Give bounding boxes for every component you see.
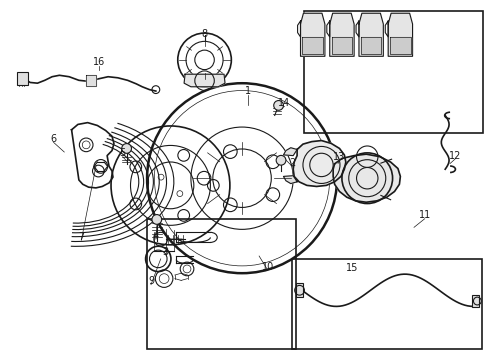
Text: 12: 12 [448, 150, 460, 161]
Polygon shape [183, 74, 224, 87]
Text: 10: 10 [261, 262, 273, 272]
Polygon shape [332, 154, 400, 202]
Text: 9: 9 [147, 276, 154, 286]
Text: 14: 14 [278, 98, 290, 108]
Polygon shape [360, 37, 381, 54]
Text: 2: 2 [288, 158, 295, 168]
Polygon shape [302, 37, 322, 54]
Polygon shape [358, 13, 383, 56]
Polygon shape [387, 13, 412, 56]
Circle shape [122, 144, 131, 153]
Text: 8: 8 [201, 29, 207, 39]
Circle shape [276, 156, 285, 165]
Circle shape [152, 215, 162, 224]
Polygon shape [86, 75, 96, 86]
Text: 16: 16 [93, 57, 105, 67]
Text: 7: 7 [78, 232, 84, 242]
Polygon shape [329, 13, 353, 56]
Bar [292, 259, 481, 348]
Text: 4: 4 [152, 231, 159, 240]
Circle shape [273, 100, 283, 110]
Text: 1: 1 [245, 86, 251, 96]
Polygon shape [300, 13, 324, 56]
Bar [304, 11, 482, 133]
Text: 13: 13 [333, 152, 345, 162]
Text: 6: 6 [50, 134, 57, 144]
Polygon shape [293, 140, 345, 186]
Text: 5: 5 [120, 148, 125, 158]
Bar [471, 294, 478, 307]
Bar [296, 283, 303, 297]
Polygon shape [283, 148, 297, 156]
Text: 11: 11 [418, 210, 430, 220]
Polygon shape [389, 37, 410, 54]
Polygon shape [331, 37, 351, 54]
Bar [147, 220, 295, 348]
Text: 15: 15 [346, 263, 358, 273]
Polygon shape [283, 176, 297, 184]
Text: 3: 3 [162, 247, 168, 257]
Bar [17, 72, 28, 85]
